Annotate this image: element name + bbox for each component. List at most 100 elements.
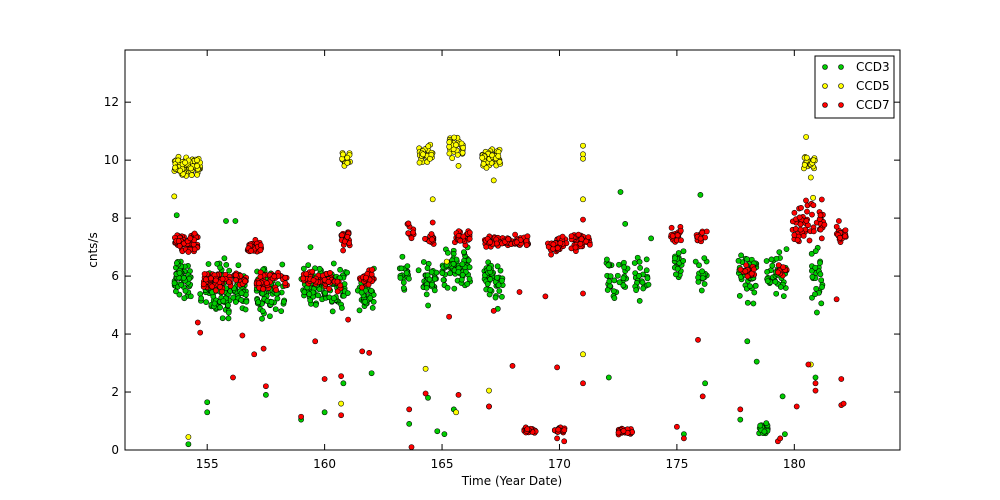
point-ccd3 xyxy=(808,250,815,257)
point-ccd7 xyxy=(200,281,207,288)
legend-marker-ccd5 xyxy=(822,83,828,89)
point-ccd3 xyxy=(362,298,369,305)
point-ccd3 xyxy=(217,264,223,271)
point-ccd3 xyxy=(217,304,223,311)
point-ccd7 xyxy=(368,271,375,278)
point-ccd3 xyxy=(235,262,242,269)
point-ccd7 xyxy=(744,273,751,280)
point-ccd7 xyxy=(340,247,346,254)
point-ccd3 xyxy=(643,267,650,274)
point-ccd7 xyxy=(743,262,749,268)
point-ccd3 xyxy=(301,289,308,296)
point-ccd3 xyxy=(173,212,180,219)
point-ccd7 xyxy=(405,220,412,227)
point-ccd3 xyxy=(232,299,239,305)
point-ccd7 xyxy=(410,229,416,236)
point-ccd7 xyxy=(242,278,248,285)
legend-marker-ccd3 xyxy=(822,64,828,70)
point-ccd3 xyxy=(744,299,751,306)
point-ccd7 xyxy=(620,428,627,434)
point-ccd7 xyxy=(550,241,557,248)
point-ccd3 xyxy=(447,270,453,277)
point-ccd3 xyxy=(267,313,273,320)
point-ccd3 xyxy=(176,270,183,276)
point-ccd7 xyxy=(742,268,749,275)
point-ccd3 xyxy=(403,270,410,276)
point-ccd3 xyxy=(439,270,446,276)
point-ccd7 xyxy=(797,221,804,228)
point-ccd7 xyxy=(233,272,239,279)
point-ccd7 xyxy=(226,279,232,286)
point-ccd7 xyxy=(674,232,681,239)
point-ccd7 xyxy=(803,218,810,224)
point-ccd7 xyxy=(260,345,267,352)
point-ccd5 xyxy=(425,143,432,150)
point-ccd3 xyxy=(605,374,612,381)
point-ccd3 xyxy=(340,380,347,387)
point-ccd3 xyxy=(812,374,819,381)
point-ccd5 xyxy=(580,351,586,358)
point-ccd3 xyxy=(322,290,328,296)
point-ccd3 xyxy=(185,441,192,448)
point-ccd5 xyxy=(480,161,487,167)
point-ccd7 xyxy=(310,277,317,284)
point-ccd3 xyxy=(399,253,406,260)
point-ccd3 xyxy=(782,431,788,437)
point-ccd3 xyxy=(238,290,245,297)
point-ccd3 xyxy=(604,287,611,293)
point-ccd3 xyxy=(701,281,708,287)
point-ccd7 xyxy=(798,205,804,211)
point-ccd3 xyxy=(763,420,770,426)
point-ccd3 xyxy=(636,298,643,304)
point-ccd3 xyxy=(620,275,627,282)
point-ccd5 xyxy=(810,157,817,164)
point-ccd3 xyxy=(232,218,239,224)
point-ccd7 xyxy=(260,286,266,292)
point-ccd7 xyxy=(212,287,219,294)
point-ccd7 xyxy=(490,308,497,314)
point-ccd3 xyxy=(226,267,233,274)
point-ccd5 xyxy=(422,365,429,372)
y-tick-label: 2 xyxy=(111,385,119,399)
point-ccd7 xyxy=(512,231,518,238)
point-ccd3 xyxy=(648,235,654,242)
point-ccd3 xyxy=(400,279,407,286)
plot-frame xyxy=(124,49,901,451)
point-ccd3 xyxy=(674,265,681,272)
point-ccd7 xyxy=(428,231,435,237)
point-ccd7 xyxy=(699,229,706,236)
point-ccd7 xyxy=(838,376,845,382)
point-ccd3 xyxy=(211,300,218,307)
point-ccd7 xyxy=(800,233,807,239)
point-ccd3 xyxy=(356,307,363,314)
point-ccd3 xyxy=(398,265,405,272)
point-ccd3 xyxy=(764,278,771,284)
point-ccd3 xyxy=(744,256,750,263)
point-ccd3 xyxy=(738,252,744,259)
y-axis-label: cnts/s xyxy=(86,232,100,267)
point-ccd7 xyxy=(748,270,755,277)
point-ccd3 xyxy=(329,308,336,315)
point-ccd7 xyxy=(486,403,492,410)
x-tick-label: 170 xyxy=(548,457,571,471)
legend-label-ccd5: CCD5 xyxy=(856,79,890,93)
point-ccd3 xyxy=(621,264,627,271)
point-ccd3 xyxy=(176,291,183,298)
point-ccd5 xyxy=(453,409,459,416)
point-ccd5 xyxy=(451,134,457,141)
point-ccd7 xyxy=(187,235,194,242)
point-ccd3 xyxy=(487,276,494,283)
point-ccd3 xyxy=(178,281,185,288)
point-ccd3 xyxy=(459,272,466,278)
point-ccd5 xyxy=(194,163,200,169)
point-ccd7 xyxy=(505,236,512,243)
legend-marker-ccd7-right xyxy=(838,102,844,108)
point-ccd3 xyxy=(242,306,249,313)
point-ccd7 xyxy=(327,270,333,276)
point-ccd7 xyxy=(737,266,744,273)
point-ccd5 xyxy=(194,157,200,164)
point-ccd3 xyxy=(459,261,466,268)
point-ccd3 xyxy=(692,258,699,265)
point-ccd7 xyxy=(363,274,369,281)
